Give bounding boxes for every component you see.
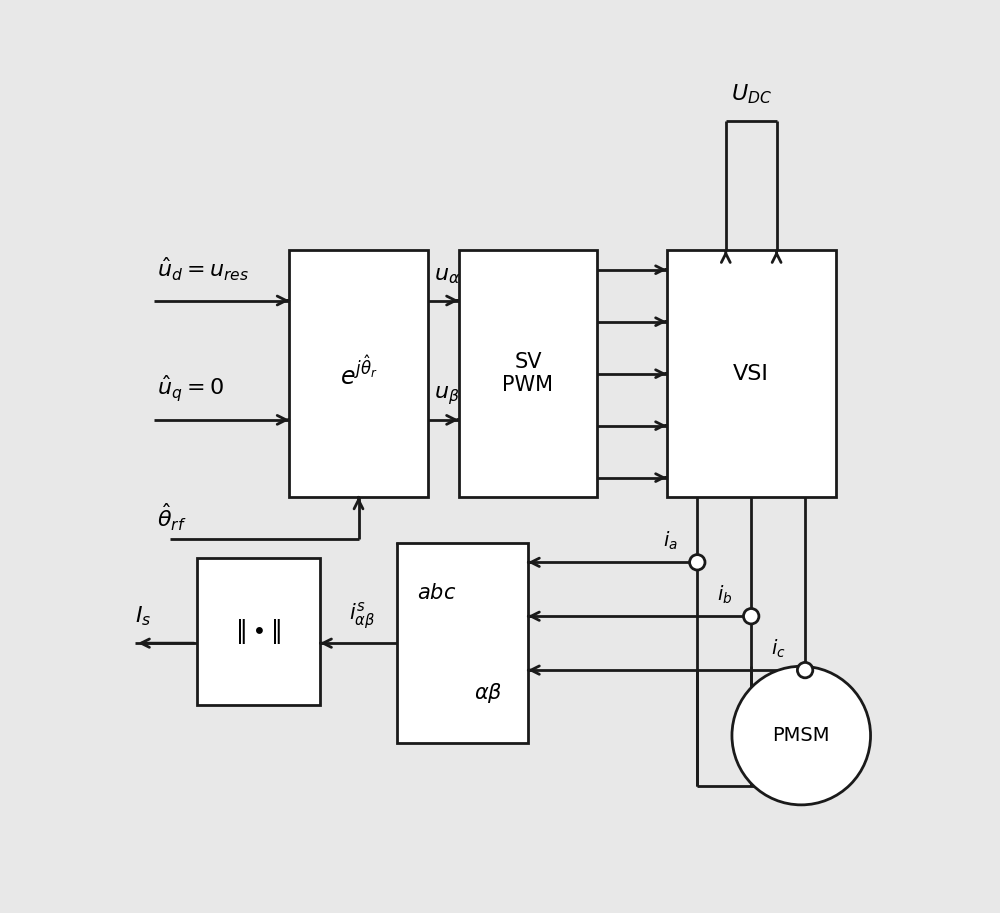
Text: $\alpha\beta$: $\alpha\beta$ (474, 681, 503, 705)
Text: $u_{\alpha}$: $u_{\alpha}$ (434, 266, 460, 286)
Text: $\hat{\theta}_{rf}$: $\hat{\theta}_{rf}$ (157, 502, 186, 533)
Circle shape (797, 663, 813, 677)
Text: $i^{s}_{\alpha\beta}$: $i^{s}_{\alpha\beta}$ (349, 601, 376, 632)
Circle shape (732, 666, 871, 805)
FancyBboxPatch shape (459, 250, 597, 497)
Text: SV
PWM: SV PWM (502, 352, 553, 395)
Circle shape (690, 554, 705, 570)
FancyBboxPatch shape (667, 250, 836, 497)
Text: $\hat{u}_q = 0$: $\hat{u}_q = 0$ (157, 373, 224, 404)
Circle shape (744, 609, 759, 624)
Text: $abc$: $abc$ (417, 583, 456, 603)
Text: $U_{DC}$: $U_{DC}$ (731, 82, 772, 106)
FancyBboxPatch shape (289, 250, 428, 497)
Text: $i_a$: $i_a$ (663, 530, 678, 552)
Text: $I_s$: $I_s$ (135, 604, 151, 628)
Text: $\|\bullet\|$: $\|\bullet\|$ (235, 617, 282, 646)
FancyBboxPatch shape (397, 543, 528, 743)
Text: $e^{j\hat{\theta}_r}$: $e^{j\hat{\theta}_r}$ (340, 356, 377, 391)
FancyBboxPatch shape (197, 559, 320, 705)
Text: $\hat{u}_d = u_{res}$: $\hat{u}_d = u_{res}$ (157, 256, 249, 283)
Text: $i_b$: $i_b$ (717, 583, 732, 606)
Text: $u_{\beta}$: $u_{\beta}$ (434, 383, 459, 406)
Text: PMSM: PMSM (773, 726, 830, 745)
Text: VSI: VSI (733, 363, 769, 383)
Text: $i_c$: $i_c$ (771, 637, 786, 660)
